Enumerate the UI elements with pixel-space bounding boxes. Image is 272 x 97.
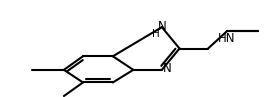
Text: N: N	[162, 62, 171, 75]
Text: H: H	[152, 29, 160, 39]
Text: N: N	[157, 20, 166, 33]
Text: HN: HN	[218, 32, 236, 45]
